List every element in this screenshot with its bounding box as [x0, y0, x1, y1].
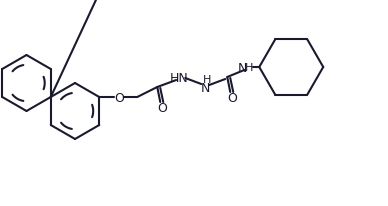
Text: HN: HN [170, 71, 189, 84]
Text: O: O [227, 92, 237, 105]
Text: H: H [245, 63, 253, 73]
Text: N: N [237, 61, 247, 74]
Text: O: O [157, 102, 167, 115]
Text: H: H [203, 75, 211, 85]
Text: O: O [114, 91, 124, 104]
Text: N: N [201, 81, 210, 94]
